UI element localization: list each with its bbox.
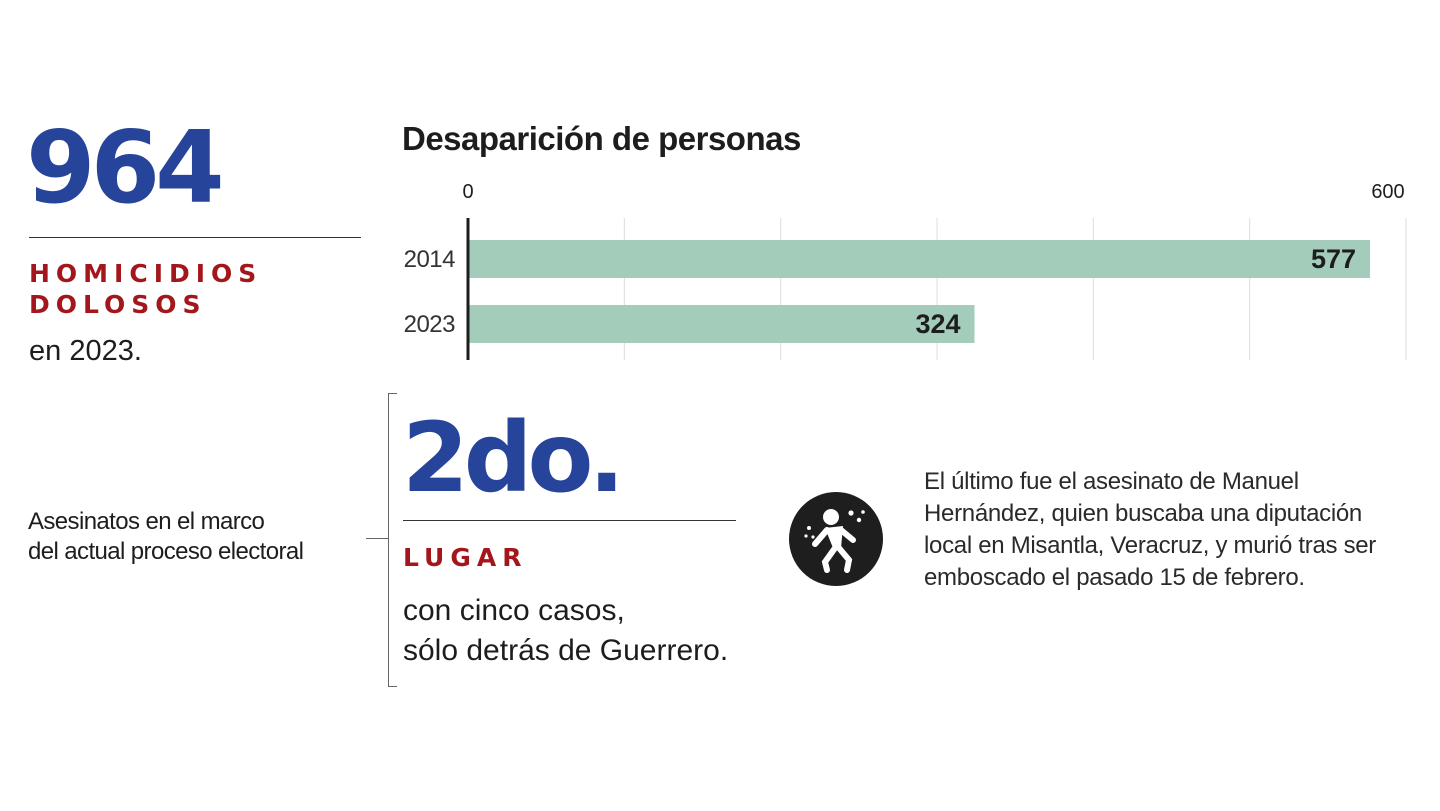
category-label: 2014 — [404, 246, 456, 273]
paragraph-line4: emboscado el pasado 15 de febrero. — [924, 564, 1305, 591]
paragraph-line1: El último fue el asesinato de Manuel — [924, 468, 1299, 495]
homicidios-label-line2: DOLOSOS — [29, 290, 207, 319]
rank-divider — [403, 520, 736, 521]
bar-2023 — [468, 305, 975, 343]
bar-2014 — [468, 240, 1371, 278]
category-label: 2023 — [404, 311, 456, 338]
electoral-caption: Asesinatos en el marco del actual proces… — [28, 507, 304, 567]
electoral-caption-line2: del actual proceso electoral — [28, 538, 304, 565]
bracket — [388, 393, 397, 687]
rank-sub-line1: con cinco casos, — [403, 594, 625, 627]
rank-label: LUGAR — [403, 543, 528, 572]
description-paragraph: El último fue el asesinato de Manuel Her… — [924, 466, 1424, 594]
tick-label-max: 600 — [1371, 181, 1404, 203]
homicidios-sub: en 2023. — [29, 335, 142, 367]
bracket-connector — [366, 538, 388, 539]
homicidios-label-line1: HOMICIDIOS — [29, 259, 263, 288]
chart-title: Desaparición de personas — [402, 120, 801, 157]
data-label: 577 — [1311, 244, 1356, 274]
paragraph-line2: Hernández, quien buscaba una diputación — [924, 500, 1362, 527]
bar-chart: 0 600 2014 577 2023 324 — [404, 181, 1407, 360]
shooting-victim-icon — [789, 492, 883, 586]
tick-label-min: 0 — [462, 181, 473, 203]
divider — [29, 237, 361, 238]
rank-number: 2do. — [402, 402, 625, 514]
homicidios-number: 964 — [26, 109, 225, 226]
electoral-caption-line1: Asesinatos en el marco — [28, 508, 265, 535]
data-label: 324 — [915, 309, 960, 339]
rank-sub: con cinco casos, sólo detrás de Guerrero… — [403, 591, 728, 671]
paragraph-line3: local en Misantla, Veracruz, y murió tra… — [924, 532, 1377, 559]
rank-sub-line2: sólo detrás de Guerrero. — [403, 634, 729, 667]
homicidios-label: HOMICIDIOS DOLOSOS — [29, 258, 262, 320]
